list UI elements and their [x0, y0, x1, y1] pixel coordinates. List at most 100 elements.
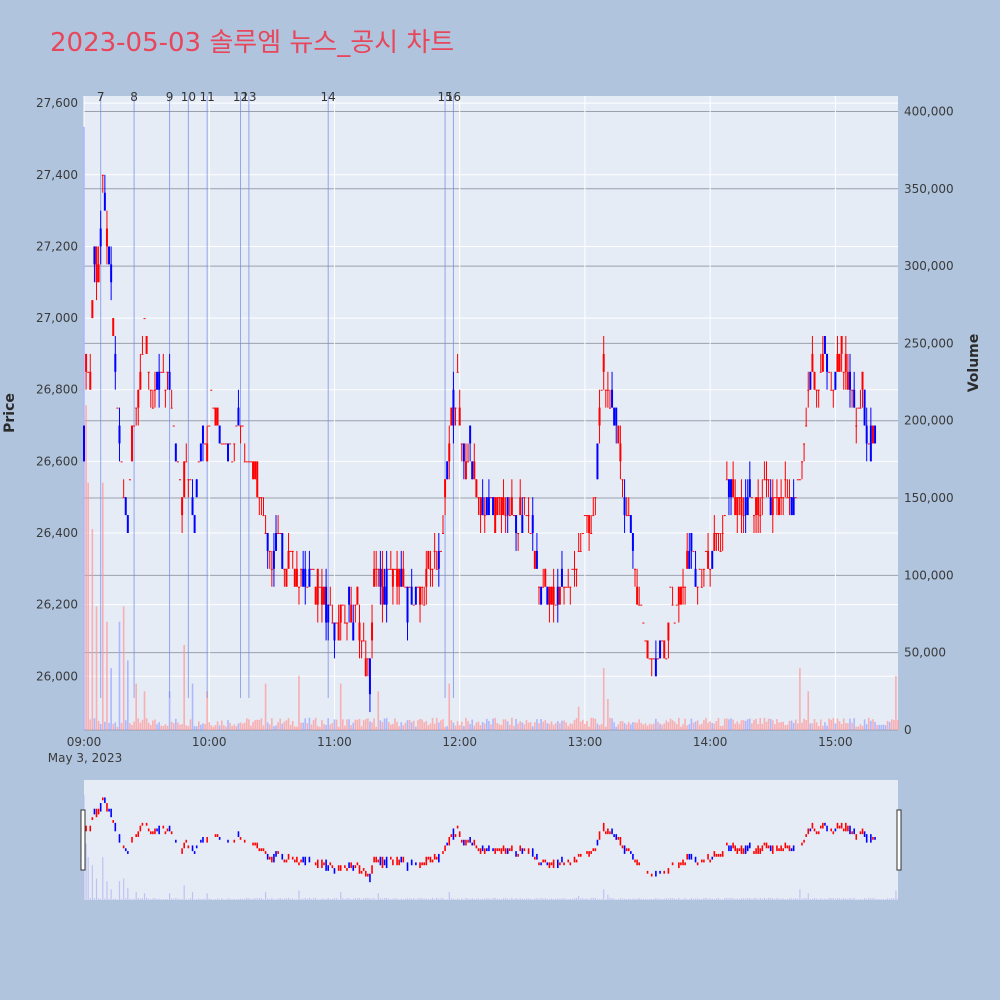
main-plot[interactable]: 26,000 26,200 26,400 26,600 26,800 27,000 27,2…: [2, 90, 982, 765]
volume-bar: [567, 725, 570, 730]
volume-bar: [496, 722, 499, 730]
navigator-volume-bar: [321, 898, 323, 900]
navigator-volume-bar: [246, 897, 248, 900]
range-slider[interactable]: [80, 780, 902, 900]
volume-bar: [458, 725, 461, 730]
navigator-volume-bar: [409, 898, 411, 900]
candle-body: [634, 568, 637, 570]
volume-bar: [646, 725, 649, 730]
volume-bar: [675, 724, 678, 730]
volume-bar: [110, 668, 112, 730]
navigator-volume-bar: [373, 898, 375, 900]
navigator-volume-bar: [753, 898, 755, 900]
volume-bar: [421, 719, 423, 730]
volume-bar: [383, 718, 386, 730]
volume-bar: [394, 718, 396, 730]
navigator-volume-bar: [402, 899, 404, 900]
candle-body: [227, 443, 230, 462]
candle-body: [855, 425, 858, 427]
navigator-volume-bar: [680, 899, 682, 900]
navigator-volume-bar: [475, 898, 477, 900]
candle-body: [746, 497, 749, 516]
volume-bar: [264, 683, 267, 730]
navigator-volume-bar: [661, 899, 663, 900]
candle-body: [483, 515, 486, 517]
volume-bar: [717, 718, 720, 730]
volume-bar: [817, 725, 820, 730]
candle-body: [462, 443, 465, 462]
candle-body: [867, 443, 870, 445]
navigator-volume-bar: [797, 898, 799, 900]
volume-bar: [392, 723, 394, 730]
navigator-volume-bar: [745, 898, 747, 900]
navigator-volume-bar: [116, 899, 118, 900]
candle-body: [732, 479, 735, 498]
volume-bar: [888, 721, 891, 730]
volume-bar: [302, 722, 304, 730]
navigator-volume-bar: [212, 899, 215, 900]
volume-bar: [339, 683, 342, 730]
candle-body: [646, 640, 649, 659]
range-handle-left[interactable]: [80, 809, 86, 871]
candle-body: [297, 586, 300, 588]
candle-body: [786, 497, 789, 499]
volume-bar: [492, 718, 494, 730]
volume-bar: [845, 723, 847, 730]
navigator-volume-bar: [233, 899, 235, 900]
candle-body: [254, 461, 257, 480]
candle-body: [302, 568, 305, 587]
candle-body: [798, 479, 801, 481]
volume-bar: [446, 726, 448, 730]
volume-bar: [540, 719, 542, 730]
volume-bar: [181, 724, 183, 730]
volume-bar: [623, 723, 626, 730]
navigator-volume-bar: [406, 898, 409, 900]
navigator-volume-bar: [824, 898, 826, 900]
volume-bar: [408, 719, 411, 730]
candle-body: [252, 461, 255, 480]
volume-bar: [851, 722, 853, 730]
candle-body: [563, 586, 566, 588]
chart-title: 2023-05-03 솔루엠 뉴스_공시 차트: [50, 28, 455, 58]
candle-body: [652, 658, 655, 660]
navigator-volume-bar: [450, 898, 452, 900]
volume-bar: [607, 699, 609, 730]
x-tick-label: 09:00: [67, 735, 102, 749]
candle-body: [809, 371, 812, 390]
candle-body: [702, 568, 705, 570]
candle-body: [89, 371, 92, 390]
volume-bar: [538, 723, 540, 730]
candle-body: [283, 568, 286, 570]
volume-bar: [630, 724, 632, 730]
navigator-volume-bar: [390, 899, 392, 900]
navigator-volume-bar: [427, 899, 429, 900]
navigator-volume-bar: [469, 898, 471, 900]
navigator-volume-bar: [707, 898, 709, 900]
candle-body: [663, 640, 666, 659]
navigator-volume-bar: [509, 899, 511, 900]
candle-body: [832, 389, 835, 391]
volume-bar: [865, 724, 868, 730]
candle-body: [744, 497, 747, 516]
volume-bar: [867, 717, 870, 730]
candle-body: [323, 586, 326, 605]
volume-bar: [582, 719, 584, 730]
navigator-volume-bar: [594, 898, 596, 900]
volume-bar: [542, 721, 544, 730]
navigator-volume-bar: [705, 897, 707, 900]
volume-bar: [552, 724, 555, 730]
range-handle-right[interactable]: [896, 809, 902, 871]
navigator-volume-bar: [423, 898, 425, 900]
navigator-volume-bar: [125, 898, 127, 900]
volume-bar: [757, 724, 759, 730]
candle-body: [189, 479, 192, 481]
candle-body: [414, 586, 417, 605]
navigator-volume-bar: [569, 898, 571, 900]
candle-body: [690, 532, 693, 551]
navigator-volume-bar: [229, 898, 231, 900]
volume-bar: [544, 720, 547, 730]
candle-body: [187, 479, 190, 481]
volume-bar: [590, 717, 592, 730]
navigator-volume-bar: [751, 898, 753, 900]
